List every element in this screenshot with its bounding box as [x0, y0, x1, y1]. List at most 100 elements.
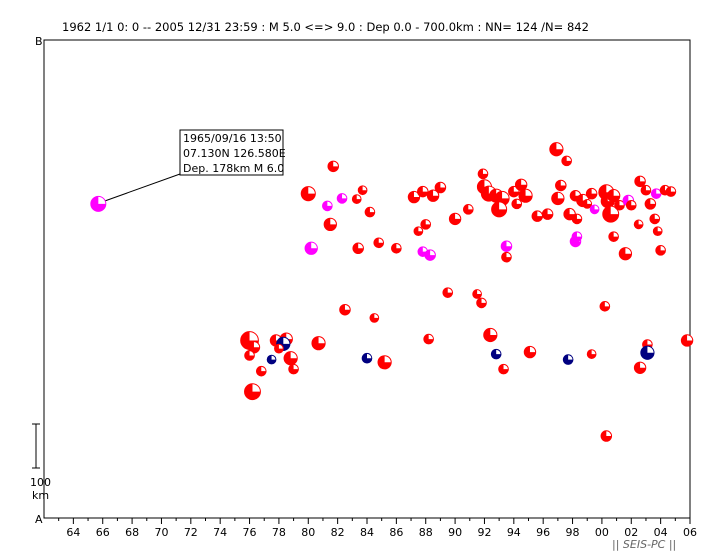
event-marker[interactable]: [483, 327, 498, 343]
x-tick-label: 94: [507, 526, 521, 539]
event-popup[interactable]: 1965/09/16 13:50 07.130N 126.580E Dep. 1…: [179, 129, 286, 176]
event-marker[interactable]: [585, 187, 598, 200]
event-marker[interactable]: [352, 242, 364, 255]
event-marker[interactable]: [323, 217, 337, 232]
event-marker[interactable]: [300, 186, 316, 202]
event-marker[interactable]: [541, 208, 554, 220]
event-marker[interactable]: [357, 185, 368, 196]
event-marker[interactable]: [644, 198, 657, 210]
event-marker[interactable]: [649, 213, 661, 225]
x-tick-label: 04: [654, 526, 668, 539]
event-marker[interactable]: [247, 341, 261, 354]
x-axis-ticks: [58, 518, 691, 524]
event-marker[interactable]: [339, 303, 351, 316]
event-marker[interactable]: [665, 186, 677, 197]
event-marker[interactable]: [442, 287, 454, 298]
corner-label-top: B: [35, 35, 43, 48]
x-tick-label: 70: [154, 526, 168, 539]
x-tick-label: 68: [125, 526, 139, 539]
event-marker[interactable]: [413, 226, 424, 237]
event-marker[interactable]: [420, 219, 432, 230]
event-marker[interactable]: [424, 249, 436, 261]
popup-box: [179, 129, 284, 176]
event-marker[interactable]: [500, 240, 513, 252]
event-marker[interactable]: [498, 363, 509, 375]
event-marker[interactable]: [625, 199, 637, 211]
event-marker[interactable]: [336, 193, 348, 204]
x-tick-label: 66: [96, 526, 110, 539]
event-marker[interactable]: [640, 184, 652, 196]
event-marker[interactable]: [407, 190, 421, 204]
x-tick-label: 84: [360, 526, 374, 539]
event-marker[interactable]: [244, 383, 261, 401]
event-marker[interactable]: [640, 345, 655, 360]
event-marker[interactable]: [244, 350, 255, 361]
event-marker[interactable]: [508, 185, 520, 198]
event-marker[interactable]: [477, 168, 489, 180]
event-marker[interactable]: [600, 430, 613, 442]
event-marker[interactable]: [561, 155, 572, 167]
event-marker[interactable]: [364, 206, 376, 218]
event-marker[interactable]: [476, 297, 487, 309]
plot-header: 1962 1/1 0: 0 -- 2005 12/31 23:59 : M 5.…: [62, 20, 589, 34]
event-marker[interactable]: [589, 204, 600, 215]
event-marker[interactable]: [571, 213, 583, 225]
event-marker[interactable]: [490, 348, 502, 360]
x-tick-label: 06: [683, 526, 697, 539]
event-marker[interactable]: [255, 365, 267, 377]
event-marker[interactable]: [618, 247, 633, 261]
event-marker[interactable]: [448, 212, 462, 226]
event-marker[interactable]: [555, 179, 567, 192]
x-tick-label: 98: [566, 526, 580, 539]
event-marker[interactable]: [369, 313, 380, 323]
event-marker[interactable]: [614, 199, 625, 211]
event-marker[interactable]: [288, 363, 299, 375]
event-marker[interactable]: [518, 188, 533, 203]
event-marker[interactable]: [304, 241, 318, 255]
event-marker[interactable]: [283, 351, 298, 366]
event-marker[interactable]: [391, 242, 402, 254]
event-marker[interactable]: [523, 345, 537, 359]
event-marker[interactable]: [650, 188, 662, 199]
event-marker[interactable]: [361, 352, 373, 364]
event-marker[interactable]: [266, 354, 277, 365]
event-marker[interactable]: [652, 226, 663, 237]
event-marker[interactable]: [633, 219, 644, 230]
event-marker[interactable]: [423, 333, 434, 345]
scale-unit: km: [32, 489, 49, 502]
event-marker[interactable]: [491, 201, 508, 218]
event-marker[interactable]: [322, 200, 333, 212]
event-marker[interactable]: [514, 178, 528, 191]
event-marker[interactable]: [417, 185, 429, 198]
event-marker[interactable]: [582, 199, 593, 209]
event-marker[interactable]: [373, 237, 385, 249]
event-marker[interactable]: [680, 334, 694, 347]
x-tick-label: 64: [66, 526, 80, 539]
event-marker[interactable]: [571, 231, 583, 242]
event-marker[interactable]: [602, 205, 620, 223]
event-marker[interactable]: [551, 191, 565, 206]
event-marker[interactable]: [434, 181, 447, 194]
event-marker[interactable]: [531, 210, 544, 222]
event-marker[interactable]: [586, 349, 597, 359]
event-marker[interactable]: [463, 204, 474, 215]
event-marker[interactable]: [634, 175, 646, 188]
event-marker[interactable]: [607, 189, 621, 203]
event-marker[interactable]: [327, 160, 339, 173]
event-marker[interactable]: [90, 195, 107, 212]
event-marker[interactable]: [426, 189, 440, 202]
event-marker[interactable]: [351, 194, 362, 204]
event-marker[interactable]: [549, 142, 564, 157]
event-marker[interactable]: [501, 251, 512, 263]
event-marker[interactable]: [311, 336, 326, 351]
event-marker[interactable]: [274, 343, 284, 354]
event-marker[interactable]: [608, 231, 619, 242]
event-marker[interactable]: [377, 355, 392, 370]
event-marker[interactable]: [633, 361, 647, 374]
event-marker[interactable]: [599, 301, 611, 312]
event-marker[interactable]: [655, 245, 666, 256]
x-tick-label: 76: [243, 526, 257, 539]
event-marker[interactable]: [562, 354, 574, 365]
event-marker[interactable]: [472, 289, 482, 299]
event-marker[interactable]: [511, 198, 523, 210]
